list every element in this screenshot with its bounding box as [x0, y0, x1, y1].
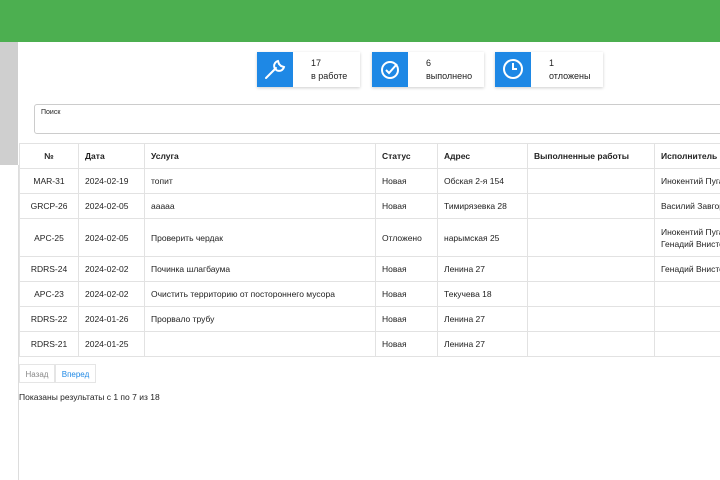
cell: Инокентий Пуга — [654, 168, 720, 194]
cell: Тимирязевка 28 — [437, 193, 528, 219]
cell: RDRS-21 — [19, 331, 79, 357]
cell — [527, 331, 655, 357]
cell: Василий Завгор — [654, 193, 720, 219]
stat-label: отложены — [549, 71, 591, 81]
cell — [654, 281, 720, 307]
next-button[interactable]: Вперед — [55, 364, 96, 383]
stat-value: 6 — [426, 58, 432, 68]
cell: Новая — [375, 281, 438, 307]
table-row: APC-23 2024-02-02 Очистить территорию от п… — [19, 281, 720, 307]
executor: Инокентий Пуга — [661, 226, 720, 237]
cell: RDRS-22 — [19, 306, 79, 332]
cell — [144, 331, 376, 357]
cell: APC-23 — [19, 281, 79, 307]
orders-table: № Дата Услуга Статус Адрес Выполненные работы… — [19, 143, 720, 357]
cell — [527, 193, 655, 219]
stat-icon — [372, 52, 408, 87]
cell: Очистить территорию от постороннего мусо… — [144, 281, 376, 307]
stat-label: в работе — [311, 71, 348, 81]
cell: топит — [144, 168, 376, 194]
table-row: RDRS-21 2024-01-25 Новая Ленина 27 — [19, 331, 720, 357]
stat-value: 17 — [311, 58, 322, 68]
executor: Генадий Внисто — [661, 264, 720, 274]
prev-button[interactable]: Назад — [19, 364, 55, 383]
cell: 2024-02-02 — [78, 256, 145, 282]
cell: 2024-02-02 — [78, 281, 145, 307]
cell: Текучева 18 — [437, 281, 528, 307]
cell — [527, 256, 655, 282]
stat-card[interactable]: 1 отложены — [495, 52, 603, 87]
header-row: № Дата Услуга Статус Адрес Выполненные работы… — [19, 143, 720, 169]
executor: Василий Завгор — [661, 201, 720, 211]
cell — [654, 306, 720, 332]
clock-icon — [503, 59, 523, 79]
sidebar — [0, 42, 18, 165]
cell: Обская 2-я 154 — [437, 168, 528, 194]
cell: Отложено — [375, 218, 438, 257]
column-header: Выполненные работы — [527, 143, 655, 169]
column-header: Статус — [375, 143, 438, 169]
table-row: MAR-31 2024-02-19 топит Новая Обская 2-я 154… — [19, 168, 720, 194]
cell: GRCP-26 — [19, 193, 79, 219]
cell: Инокентий Пуга Генадий Внисто — [654, 218, 720, 257]
cell: Новая — [375, 193, 438, 219]
executor: Генадий Внисто — [661, 238, 720, 249]
cell — [527, 168, 655, 194]
sidebar-border — [18, 165, 19, 480]
column-header: № — [19, 143, 79, 169]
column-header: Исполнитель — [654, 143, 720, 169]
table-row: RDRS-24 2024-02-02 Починка шлагбаума Новая Л… — [19, 256, 720, 282]
cell: 2024-01-25 — [78, 331, 145, 357]
table-row: RDRS-22 2024-01-26 Прорвало трубу Новая Лени… — [19, 306, 720, 332]
cell: Ленина 27 — [437, 306, 528, 332]
cell: APC-25 — [19, 218, 79, 257]
stat-card[interactable]: 17 в работе — [257, 52, 360, 87]
stat-label: выполнено — [426, 71, 473, 81]
results-summary: Показаны результаты с 1 по 7 из 18 — [19, 392, 160, 402]
cell: RDRS-24 — [19, 256, 79, 282]
cell — [527, 218, 655, 257]
cell: 2024-02-19 — [78, 168, 145, 194]
stat-icon — [495, 52, 531, 87]
cell: MAR-31 — [19, 168, 79, 194]
cell: ааааа — [144, 193, 376, 219]
table-row: GRCP-26 2024-02-05 ааааа Новая Тимирязевка 2… — [19, 193, 720, 219]
cell: Проверить чердак — [144, 218, 376, 257]
cell: Генадий Внисто — [654, 256, 720, 282]
top-bar — [0, 0, 720, 42]
stat-icon — [257, 52, 293, 87]
search-input[interactable]: Поиск — [34, 104, 720, 134]
check-icon — [381, 61, 399, 79]
cell: Новая — [375, 331, 438, 357]
cell — [654, 331, 720, 357]
search-label: Поиск — [41, 109, 61, 116]
cell: 2024-01-26 — [78, 306, 145, 332]
executor: Инокентий Пуга — [661, 176, 720, 186]
cell: нарымская 25 — [437, 218, 528, 257]
stat-card[interactable]: 6 выполнено — [372, 52, 484, 87]
cell: Новая — [375, 256, 438, 282]
cell: 2024-02-05 — [78, 193, 145, 219]
wrench-icon — [265, 59, 286, 79]
stat-value: 1 — [549, 58, 555, 68]
cell: Новая — [375, 168, 438, 194]
cell — [527, 281, 655, 307]
table-row: APC-25 2024-02-05 Проверить чердак Отложено… — [19, 218, 720, 257]
column-header: Услуга — [144, 143, 376, 169]
cell: Новая — [375, 306, 438, 332]
column-header: Адрес — [437, 143, 528, 169]
cell: Прорвало трубу — [144, 306, 376, 332]
cell: 2024-02-05 — [78, 218, 145, 257]
cell: Ленина 27 — [437, 331, 528, 357]
cell: Починка шлагбаума — [144, 256, 376, 282]
cell: Ленина 27 — [437, 256, 528, 282]
column-header: Дата — [78, 143, 145, 169]
cell — [527, 306, 655, 332]
